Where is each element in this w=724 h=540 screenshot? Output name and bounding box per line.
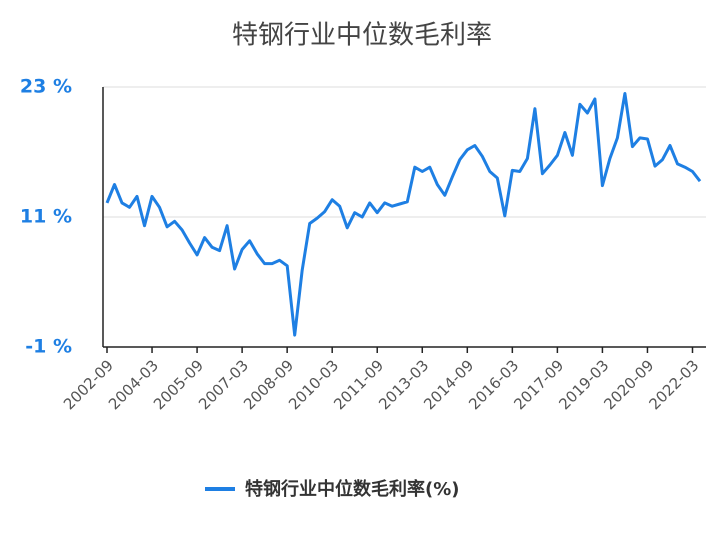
chart-title: 特钢行业中位数毛利率 <box>232 21 492 51</box>
data-line <box>105 92 702 337</box>
y-tick-label: -1 % <box>25 336 72 358</box>
y-tick-label: 11 % <box>20 206 72 228</box>
x-tick-label: 2022-03 <box>645 356 702 413</box>
y-tick-label: 23 % <box>20 76 72 98</box>
legend-label: 特钢行业中位数毛利率(%) <box>245 478 460 500</box>
